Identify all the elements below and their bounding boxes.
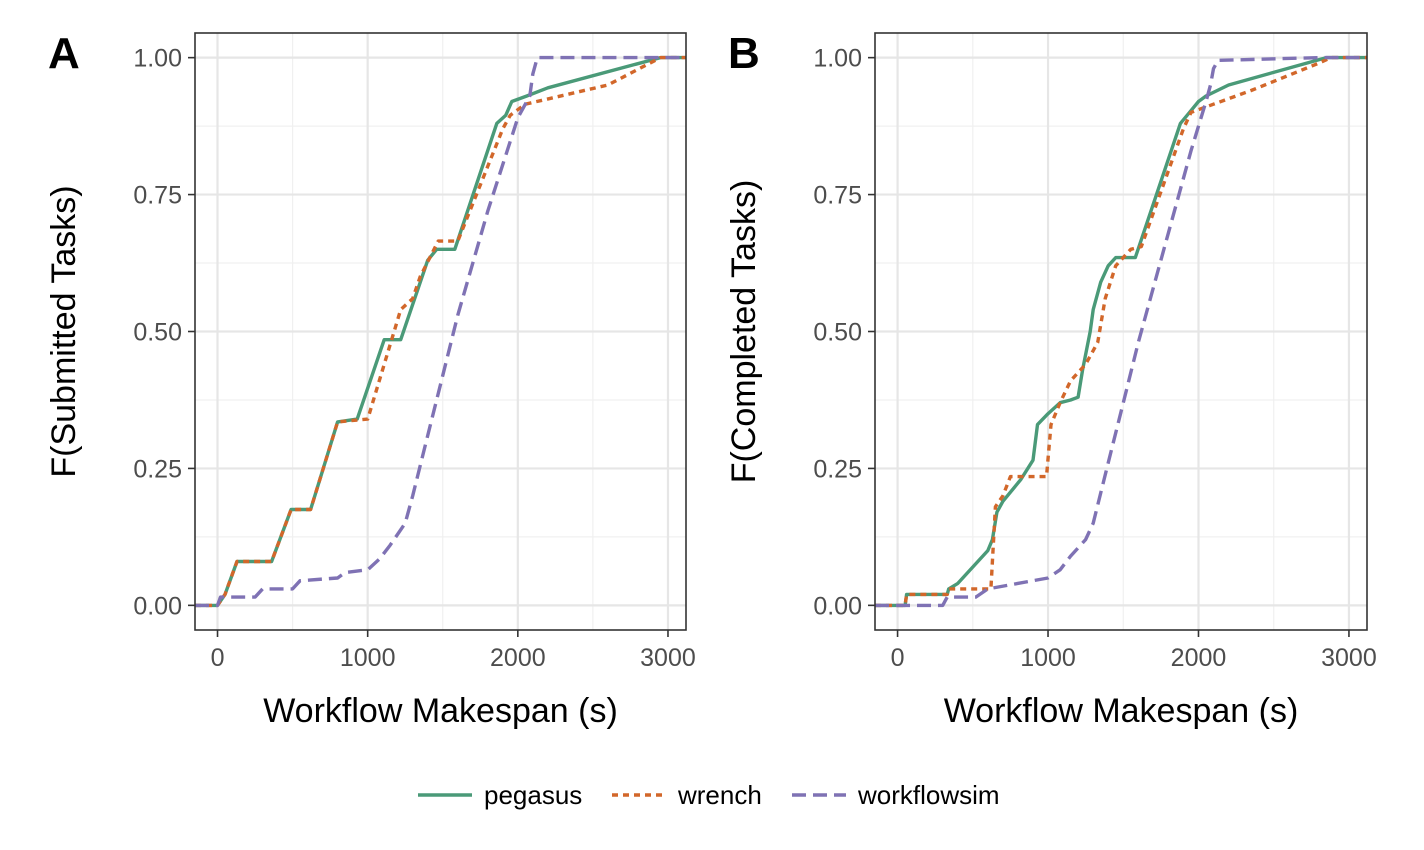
legend: pegasus wrench workflowsim (418, 780, 1000, 810)
legend-item-workflowsim: workflowsim (792, 780, 1000, 810)
x-tick-label: 0 (211, 644, 225, 672)
series-line-wrench (195, 55, 686, 608)
panel-a-ticks: 0 1000 2000 3000 0.00 0.25 0.50 0.75 1.00 (133, 45, 695, 672)
y-tick-label: 0.00 (133, 592, 182, 620)
x-tick-label: 2000 (490, 644, 546, 672)
x-tick-label: 2000 (1171, 644, 1227, 672)
panel-b-y-axis-title: F(Completed Tasks) (725, 180, 763, 484)
panel-b-grid (875, 33, 1367, 630)
panel-a-grid (195, 33, 686, 630)
y-tick-label: 0.25 (133, 455, 182, 483)
series-line-workflowsim (875, 55, 1367, 608)
legend-item-wrench: wrench (612, 780, 762, 810)
legend-label-workflowsim: workflowsim (857, 780, 1000, 810)
x-tick-label: 0 (891, 644, 905, 672)
y-tick-label: 0.50 (133, 319, 182, 347)
panel-b-series (875, 55, 1367, 608)
panel-a-series (195, 55, 686, 608)
panel-a-x-axis-title: Workflow Makespan (s) (263, 692, 618, 730)
y-tick-label: 0.00 (813, 592, 862, 620)
y-tick-label: 0.75 (813, 182, 862, 210)
y-tick-label: 1.00 (133, 45, 182, 73)
legend-label-wrench: wrench (677, 780, 762, 810)
legend-item-pegasus: pegasus (418, 780, 582, 810)
series-line-pegasus (875, 55, 1367, 608)
y-tick-label: 0.75 (133, 182, 182, 210)
series-line-workflowsim (195, 55, 686, 608)
panel-a-y-axis-title: F(Submitted Tasks) (45, 185, 83, 477)
x-tick-label: 3000 (640, 644, 696, 672)
series-line-wrench (875, 55, 1367, 608)
panel-b-label: B (728, 29, 760, 78)
panel-a: A 0 1000 2000 3000 0.00 0.25 0.50 0.75 1.00 Work… (45, 29, 696, 730)
x-tick-label: 1000 (1020, 644, 1076, 672)
y-tick-label: 1.00 (813, 45, 862, 73)
panel-b: B 0 1000 2000 3000 0.00 0.25 0.50 0.75 1.00 Work… (725, 29, 1377, 730)
legend-label-pegasus: pegasus (484, 780, 582, 810)
x-tick-label: 1000 (340, 644, 396, 672)
panel-b-ticks: 0 1000 2000 3000 0.00 0.25 0.50 0.75 1.00 (813, 45, 1376, 672)
x-tick-label: 3000 (1321, 644, 1377, 672)
y-tick-label: 0.25 (813, 455, 862, 483)
y-tick-label: 0.50 (813, 319, 862, 347)
panel-b-x-axis-title: Workflow Makespan (s) (944, 692, 1299, 730)
panel-a-label: A (48, 29, 80, 78)
